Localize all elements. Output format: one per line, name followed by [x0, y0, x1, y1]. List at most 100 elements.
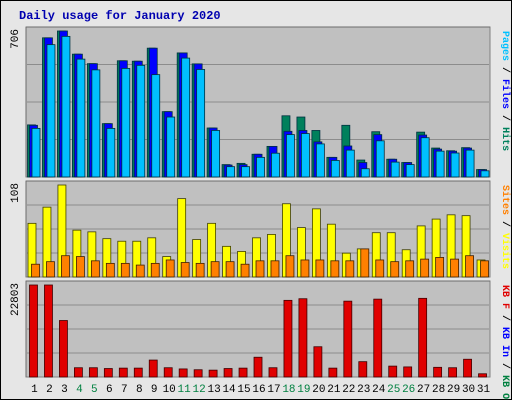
y-max-label: 22803	[10, 283, 22, 316]
bar-kbf	[358, 361, 368, 378]
legend-entry: Visits	[499, 233, 511, 269]
x-tick-label: 24	[372, 384, 386, 396]
y-max-label: 706	[10, 29, 22, 49]
legend-entry: Hits	[499, 127, 511, 151]
bar-sites	[210, 261, 220, 278]
legend-entry: /	[499, 61, 511, 79]
bar-pages	[106, 128, 116, 178]
x-tick-label: 27	[417, 384, 430, 396]
series-legend: Sites / Visits	[499, 185, 511, 269]
bar-sites	[150, 262, 160, 278]
legend-entry: /	[499, 109, 511, 127]
bar-kbf	[223, 368, 233, 378]
bar-pages	[121, 68, 131, 178]
x-tick-label: 16	[252, 384, 265, 396]
x-tick-label: 2	[46, 384, 53, 396]
x-tick-label: 31	[477, 384, 491, 396]
chart-title: Daily usage for January 2020	[19, 9, 221, 23]
bar-kbf	[88, 367, 98, 378]
bar-pages	[315, 143, 325, 178]
bar-sites	[315, 259, 325, 278]
bar-sites	[360, 248, 370, 278]
bar-sites	[46, 261, 55, 278]
bar-pages	[480, 170, 490, 178]
bar-kbf	[403, 366, 413, 378]
bar-pages	[360, 168, 370, 178]
bar-pages	[196, 69, 206, 178]
bar-pages	[390, 161, 400, 178]
x-tick-label: 21	[327, 384, 341, 396]
bar-kbf	[478, 373, 487, 378]
bar-pages	[76, 58, 86, 178]
x-tick-label: 20	[312, 384, 325, 396]
bar-kbf	[253, 356, 263, 378]
legend-entry: Files	[499, 79, 511, 109]
bar-kbf	[238, 367, 248, 378]
bar-kbf	[388, 365, 398, 378]
bar-sites	[405, 260, 415, 278]
bar-pages	[286, 134, 295, 178]
bar-kbf	[268, 367, 278, 378]
x-tick-label: 14	[222, 384, 236, 396]
bar-kbf	[59, 320, 68, 378]
legend-entry: /	[499, 309, 511, 327]
bar-pages	[450, 152, 460, 178]
series-legend: KB F / KB In / KB Out	[499, 285, 511, 400]
bar-sites	[465, 255, 474, 278]
bar-sites	[270, 260, 280, 278]
x-tick-label: 10	[163, 384, 176, 396]
legend-entry: Pages	[499, 31, 510, 61]
bar-pages	[46, 44, 56, 178]
bar-pages	[435, 150, 445, 178]
x-tick-label: 28	[432, 384, 445, 396]
bar-sites	[390, 261, 400, 278]
bar-sites	[345, 260, 355, 278]
bar-sites	[300, 259, 310, 278]
bar-pages	[271, 152, 280, 178]
bar-kbf	[343, 300, 353, 378]
bar-pages	[465, 149, 475, 178]
x-tick-label: 8	[136, 384, 143, 396]
bar-pages	[136, 64, 146, 178]
bar-kbf	[163, 367, 173, 378]
x-tick-label: 1	[31, 384, 38, 396]
bar-sites	[480, 260, 489, 278]
legend-entry: Sites	[499, 185, 511, 215]
x-tick-label: 30	[462, 384, 475, 396]
bar-sites	[450, 258, 459, 278]
bar-pages	[211, 130, 221, 178]
bar-sites	[165, 259, 175, 278]
bar-kbf	[44, 284, 53, 378]
bar-sites	[90, 260, 100, 278]
x-tick-label: 15	[237, 384, 250, 396]
x-tick-label: 4	[76, 384, 83, 396]
bar-kbf	[193, 369, 203, 378]
bar-kbf	[29, 284, 38, 378]
bar-pages	[301, 133, 310, 178]
bar-pages	[256, 156, 265, 178]
bar-pages	[375, 140, 385, 178]
bar-sites	[61, 255, 70, 278]
bar-sites	[375, 259, 385, 278]
x-tick-label: 3	[61, 384, 68, 396]
bar-kbf	[373, 298, 383, 378]
series-legend: Pages / Files / Hits	[499, 31, 511, 151]
bar-pages	[31, 128, 41, 178]
x-tick-label: 23	[357, 384, 370, 396]
x-tick-label: 19	[297, 384, 310, 396]
bar-sites	[195, 262, 205, 278]
bar-kbf	[298, 298, 308, 378]
x-tick-label: 13	[207, 384, 220, 396]
x-tick-label: 29	[447, 384, 460, 396]
bar-sites	[435, 257, 445, 278]
bar-pages	[420, 137, 430, 178]
bar-kbf	[118, 367, 128, 378]
x-tick-label: 5	[91, 384, 98, 396]
y-max-label: 108	[10, 183, 22, 203]
x-tick-label: 7	[121, 384, 128, 396]
bar-kbf	[208, 369, 218, 378]
x-tick-label: 6	[106, 384, 113, 396]
x-tick-label: 26	[402, 384, 415, 396]
bar-kbf	[283, 299, 293, 378]
